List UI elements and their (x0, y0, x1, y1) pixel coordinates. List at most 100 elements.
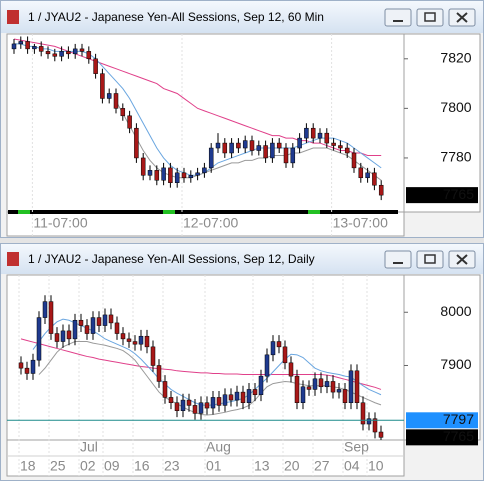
candle-body (351, 152, 357, 169)
candle-body (304, 127, 309, 139)
minimize-button[interactable] (384, 250, 412, 269)
candle-body (66, 330, 72, 340)
candle-body (32, 46, 37, 50)
candle-body (11, 43, 17, 50)
session-strip (8, 210, 398, 214)
candle-body (365, 172, 370, 179)
candle-body (138, 335, 144, 345)
candle-body (25, 41, 30, 50)
candle-body (290, 147, 296, 164)
candle-body (222, 394, 228, 406)
candle-body (252, 389, 258, 396)
minimize-button[interactable] (384, 8, 412, 27)
candle-body (317, 132, 323, 139)
time-axis (6, 211, 405, 237)
candle-body (180, 399, 186, 411)
window-title: 1 / JYAU2 - Japanese Yen-All Sessions, S… (28, 10, 324, 24)
close-icon (456, 254, 468, 265)
candle-body (336, 389, 342, 393)
candle-body (348, 370, 354, 403)
candle-body (181, 172, 187, 179)
candle-body (270, 341, 276, 356)
window-title: 1 / JYAU2 - Japanese Yen-All Sessions, S… (28, 252, 315, 266)
candle-body (18, 41, 24, 45)
candle-body (78, 319, 84, 326)
candle-body (161, 167, 166, 181)
candle-body (312, 378, 318, 390)
month-label: Jul (80, 439, 98, 455)
candle-body (258, 375, 264, 396)
candle-body (96, 317, 102, 326)
x-tick-label: 10 (368, 458, 384, 474)
x-tick-label: 09 (104, 458, 120, 474)
plot-area (6, 33, 405, 213)
candle-body (154, 170, 160, 181)
candle-body (48, 301, 54, 334)
y-tick-label: 8000 (440, 303, 471, 319)
x-tick-label: 27 (314, 458, 330, 474)
candle-body (276, 341, 282, 348)
candle-body (297, 137, 302, 149)
candle-body (188, 175, 194, 179)
candle-body (198, 402, 204, 414)
candle-body (204, 402, 210, 409)
candle-body (246, 389, 252, 403)
candle-body (106, 93, 112, 99)
candle-body (324, 381, 330, 388)
candle-body (147, 170, 153, 176)
session-mark (308, 210, 320, 214)
candle-body (283, 147, 289, 164)
x-tick-label: 04 (344, 458, 360, 474)
candle-body (372, 418, 378, 433)
candle-body (102, 314, 108, 326)
restore-icon (424, 254, 436, 264)
time-axis (6, 439, 405, 477)
candle-body (100, 73, 105, 99)
candle-body (276, 142, 282, 149)
candle-body (174, 402, 180, 411)
last-price-tag (406, 187, 478, 204)
restore-button[interactable] (416, 250, 444, 269)
app-icon (7, 10, 19, 24)
last-price-tag (406, 429, 478, 446)
candle-body (134, 127, 139, 159)
candle-body (330, 381, 336, 393)
candle-body (288, 362, 294, 377)
candle-body (90, 317, 96, 334)
candle-body (208, 147, 214, 169)
candle-body (306, 386, 312, 390)
close-icon (456, 12, 468, 23)
candle-body (282, 346, 288, 364)
candle-body (338, 145, 343, 149)
candle-body (174, 172, 180, 183)
month-label: Aug (206, 439, 231, 455)
candle-body (360, 402, 366, 425)
candle-body (263, 145, 268, 159)
candle-body (54, 333, 60, 342)
candle-body (132, 341, 138, 345)
y-tick-label: 7820 (440, 49, 471, 65)
candle-body (45, 51, 51, 55)
moving-average (38, 341, 382, 416)
candle-body (242, 140, 248, 149)
restore-button[interactable] (416, 8, 444, 27)
candle-body (168, 397, 174, 403)
candle-body (114, 322, 120, 334)
candle-body (324, 132, 330, 144)
x-tick-label: 18 (20, 458, 36, 474)
y-tick-label: 7900 (440, 356, 471, 372)
candle-body (264, 354, 270, 377)
candle-body (344, 147, 350, 154)
candle-body (120, 108, 126, 117)
candle-body (150, 346, 156, 366)
price-tag-label: 7797 (443, 411, 474, 427)
month-label: Sep (344, 439, 369, 455)
candle-body (228, 394, 234, 401)
candle-body (331, 142, 336, 146)
last-price-label: 7765 (443, 186, 474, 202)
candle-body (294, 375, 300, 403)
candle-body (168, 167, 173, 183)
candle-body (84, 325, 90, 334)
candle-body (215, 142, 221, 149)
